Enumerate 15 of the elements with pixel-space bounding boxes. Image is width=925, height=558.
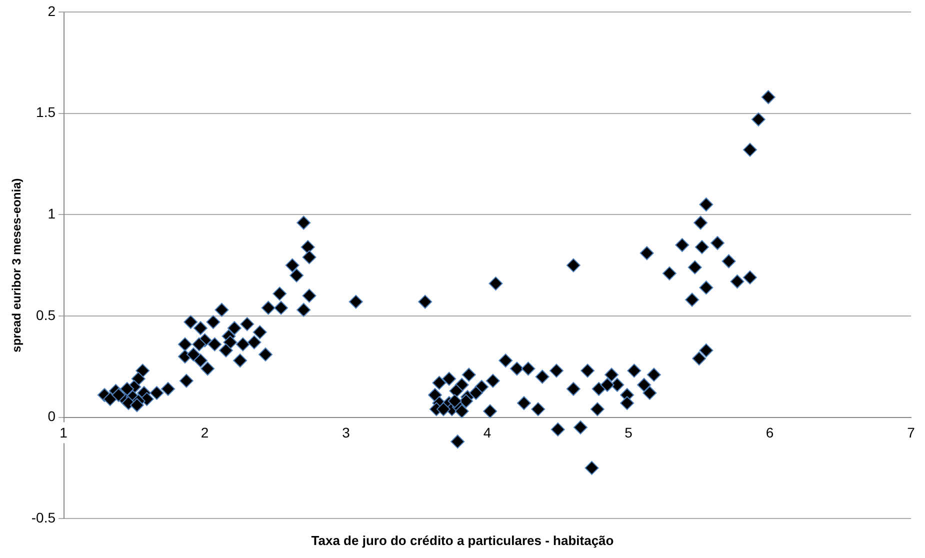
x-tick-label: 3 bbox=[342, 424, 350, 441]
y-tick-label: 1.5 bbox=[36, 104, 56, 120]
y-tick-label: 0.5 bbox=[36, 306, 56, 323]
x-axis-title: Taxa de juro do crédito a particulares - habitação bbox=[310, 533, 615, 548]
y-tick-label: 0 bbox=[48, 408, 56, 424]
y-axis-title: spread euribor 3 meses-eonia) bbox=[10, 178, 24, 352]
x-tick-label: 2 bbox=[200, 424, 209, 441]
x-tick-label: 7 bbox=[907, 424, 916, 441]
y-tick-label: -0.5 bbox=[31, 509, 56, 526]
y-tick-label: 1 bbox=[48, 206, 56, 222]
x-tick-label: 4 bbox=[483, 424, 492, 441]
x-tick-label: 6 bbox=[766, 424, 774, 441]
y-tick-label: 2 bbox=[48, 2, 56, 19]
x-tick-label: 1 bbox=[60, 424, 68, 441]
x-tick-label: 5 bbox=[624, 424, 633, 441]
